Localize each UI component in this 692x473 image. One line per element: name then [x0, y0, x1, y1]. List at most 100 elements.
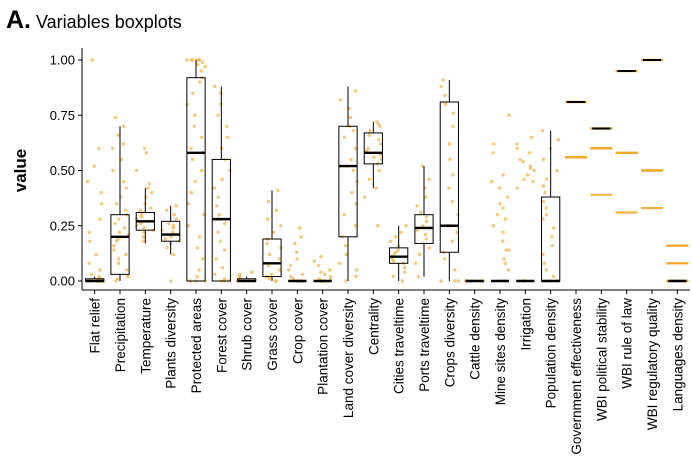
data-point — [220, 266, 225, 270]
data-point — [421, 224, 425, 228]
data-point — [344, 243, 348, 248]
data-point — [199, 135, 204, 140]
data-point — [191, 91, 195, 95]
data-point — [396, 248, 400, 252]
x-category-label: WBI rule of law — [620, 298, 635, 389]
data-point — [555, 168, 559, 173]
data-point — [223, 221, 227, 226]
data-point — [540, 129, 545, 133]
data-point — [393, 235, 398, 239]
data-point — [439, 84, 443, 89]
data-point — [456, 279, 460, 283]
data-point — [99, 190, 103, 195]
data-point — [532, 168, 536, 173]
data-point — [216, 195, 220, 199]
data-point — [169, 279, 173, 283]
data-point — [402, 270, 407, 274]
x-ticks-layer: Flat relief Precipitation Temperature Plant… — [88, 290, 685, 455]
data-point — [501, 206, 505, 210]
data-point — [542, 261, 547, 266]
data-point — [402, 266, 407, 270]
data-point — [502, 257, 506, 261]
data-point — [147, 182, 151, 186]
boxplot-box — [389, 225, 409, 281]
data-point — [116, 133, 120, 137]
data-point — [94, 252, 98, 257]
data-point — [443, 93, 447, 98]
x-category-label: WBI political stability — [594, 298, 609, 421]
data-point — [122, 226, 127, 230]
data-point — [218, 239, 222, 243]
data-point — [195, 62, 200, 67]
data-point — [189, 146, 193, 151]
data-point — [216, 230, 220, 235]
data-point — [501, 230, 505, 235]
data-point — [456, 213, 460, 217]
data-point — [145, 186, 150, 190]
data-point — [172, 213, 176, 217]
data-point — [379, 142, 383, 146]
data-point — [189, 190, 194, 195]
data-point — [222, 248, 227, 252]
x-category-label: Ports traveltime — [417, 298, 432, 392]
data-point — [372, 155, 376, 159]
data-point — [327, 268, 332, 272]
x-category-label: Precipitation — [113, 298, 128, 372]
x-category-label: WBI regulatory quality — [645, 298, 660, 430]
x-category-label: Plants diversity — [164, 298, 179, 389]
data-point — [515, 186, 519, 190]
data-point — [448, 157, 452, 162]
data-point — [171, 224, 176, 228]
data-point — [350, 190, 354, 195]
data-point — [521, 159, 525, 164]
data-point — [117, 217, 121, 221]
data-point — [498, 201, 502, 206]
data-point — [185, 58, 189, 62]
iqr-box — [186, 77, 206, 282]
data-point — [497, 186, 502, 190]
boxplot-box — [414, 166, 434, 277]
data-point — [190, 157, 195, 162]
data-point — [551, 274, 556, 279]
data-point — [97, 146, 101, 151]
data-point — [344, 252, 349, 257]
data-point — [121, 142, 126, 146]
data-point — [195, 246, 200, 250]
boxplot-box — [85, 276, 105, 283]
x-category-label: Shrub cover — [240, 298, 255, 371]
data-point — [349, 157, 353, 162]
data-point — [198, 80, 202, 84]
data-point — [541, 199, 545, 204]
data-point — [238, 272, 242, 277]
data-point — [85, 179, 90, 184]
data-point — [441, 78, 445, 82]
data-point — [174, 217, 178, 221]
data-point — [366, 146, 371, 151]
data-point — [541, 184, 546, 188]
data-point — [417, 252, 422, 257]
data-point — [112, 248, 116, 252]
iqr-box — [338, 125, 358, 238]
data-point — [98, 217, 102, 221]
iqr-box — [262, 238, 282, 278]
data-point — [377, 168, 381, 173]
boxplot-box — [541, 130, 561, 283]
y-ticks-layer: 0.00 0.25 0.50 0.75 1.00 — [50, 53, 82, 289]
x-category-label: Protected areas — [189, 298, 204, 394]
x-category-label: Cattle density — [468, 298, 483, 380]
data-point — [545, 177, 549, 182]
data-point — [388, 239, 393, 243]
data-point — [378, 153, 383, 157]
data-point — [419, 210, 423, 215]
y-axis-title: value — [11, 149, 30, 192]
data-point — [99, 201, 104, 206]
data-point — [87, 230, 92, 235]
data-point — [317, 277, 321, 281]
data-point — [195, 274, 199, 279]
x-category-label: Flat relief — [88, 298, 103, 354]
data-point — [139, 213, 144, 217]
data-point — [276, 188, 280, 193]
data-point — [375, 120, 379, 124]
data-point — [424, 237, 429, 241]
